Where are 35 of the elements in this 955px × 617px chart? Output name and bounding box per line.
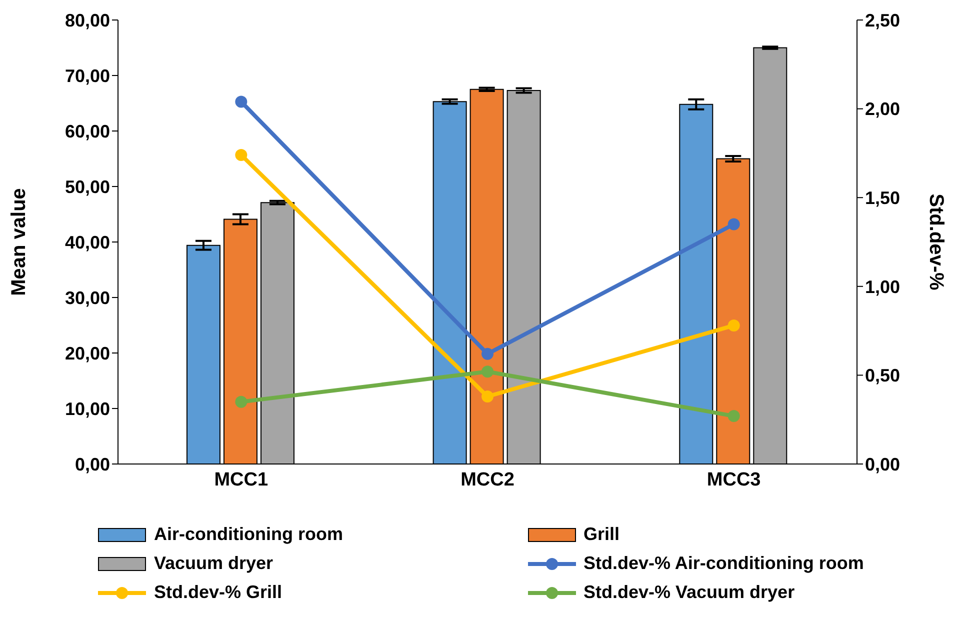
y-tick-label: 0,00: [74, 454, 110, 474]
y2-tick-label: 0,00: [865, 454, 900, 474]
point: [235, 96, 248, 108]
legend-label: Vacuum dryer: [154, 553, 274, 574]
point: [482, 366, 494, 378]
point: [482, 390, 494, 403]
y-axis-title: Mean value: [8, 188, 30, 296]
y-tick-label: 80,00: [64, 10, 110, 30]
y-tick-label: 40,00: [64, 232, 110, 252]
point: [728, 410, 740, 422]
y-tick-label: 50,00: [64, 176, 110, 197]
y-tick-label: 30,00: [64, 288, 110, 308]
y2-tick-label: 2,50: [865, 10, 900, 30]
y2-tick-label: 2,00: [865, 99, 900, 120]
y-tick-label: 60,00: [64, 121, 110, 142]
y-tick-label: 10,00: [64, 398, 110, 419]
point: [482, 348, 494, 360]
y2-axis-title: Std.dev-%: [924, 194, 947, 291]
point: [728, 319, 740, 332]
y2-tick-label: 1,50: [865, 188, 900, 208]
x-tick-label: MCC1: [214, 469, 269, 490]
point: [235, 396, 248, 408]
y-tick-label: 70,00: [64, 66, 110, 86]
point: [235, 148, 248, 161]
legend-label: Std.dev-% Air-conditioning room: [584, 553, 864, 574]
legend-label: Grill: [584, 524, 620, 545]
point: [728, 218, 740, 230]
y2-tick-label: 0,50: [865, 366, 900, 386]
x-tick-label: MCC3: [706, 469, 761, 490]
y-tick-label: 20,00: [64, 343, 110, 364]
legend-label: Std.dev-% Vacuum dryer: [584, 582, 795, 603]
y2-tick-label: 1,00: [865, 276, 900, 297]
x-tick-label: MCC2: [460, 469, 514, 490]
legend-label: Std.dev-% Grill: [154, 582, 282, 603]
legend-label: Air-conditioning room: [154, 524, 343, 545]
